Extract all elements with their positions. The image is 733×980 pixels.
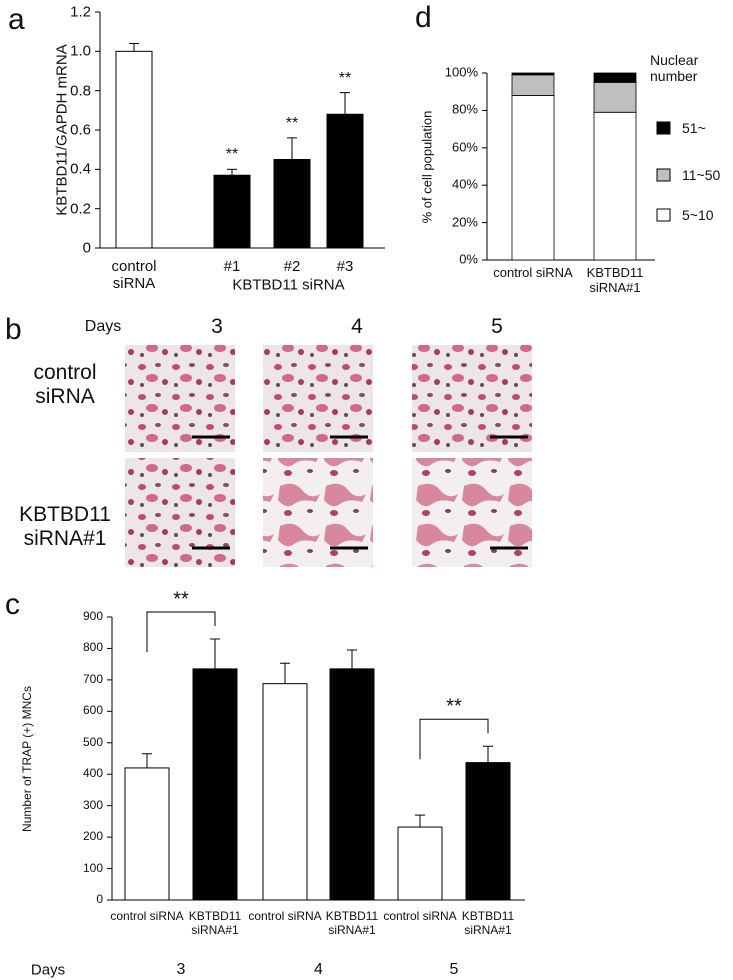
x-tick-label: KBTBD11 siRNA#1 [188,909,242,937]
scale-bars [192,435,528,550]
legend-swatch [656,121,671,135]
y-tick-label: 60% [451,139,478,155]
bar [213,174,251,249]
micrograph [263,458,373,567]
x-tick-label: #2 [283,258,301,275]
y-tick-label: 0.8 [70,82,91,100]
y-tick-label: 200 [82,829,103,844]
y-tick-label: 1.2 [70,3,91,21]
legend-label: 51~ [682,119,706,136]
significance: ** [338,69,352,87]
y-tick-label: 1.0 [70,42,91,60]
x-tick-label: #1 [223,258,241,275]
y-tick-label: 80% [451,101,478,117]
panel-letter: c [5,587,20,621]
panel-letter: d [415,0,432,34]
x-tick-label: control siRNA [111,258,157,293]
micrograph [412,345,532,452]
y-tick-label: 0 [96,892,103,907]
y-tick-label: 20% [451,214,478,230]
significance: ** [285,114,299,132]
x-tick-label: KBTBD11 siRNA#1 [586,265,644,295]
row-label: control siRNA [33,360,97,408]
bar-segment [511,95,555,261]
micrographs [125,345,532,567]
legend-swatch [656,208,671,222]
day-label: 5 [491,314,503,338]
legend-title: Nuclear number [650,52,699,85]
y-tick-label: 0.4 [70,160,91,178]
y-tick-label: 0 [82,239,91,257]
panel-letter: b [5,312,22,346]
bar [124,767,170,901]
bar-segment [593,111,637,261]
y-tick-label: 0.6 [70,121,91,139]
day-label: 4 [314,960,323,978]
micrograph [125,345,235,452]
y-axis-label: Number of TRAP (+) MNCs [20,685,35,832]
x-tick-label: control siRNA [248,909,322,923]
y-tick-label: 0% [459,251,478,267]
legend-label: 11~50 [682,166,721,183]
y-tick-label: 700 [82,671,103,686]
significance-bracket [419,718,489,760]
significance-bracket [146,611,216,653]
micrograph [263,345,373,452]
y-tick-label: 0.2 [70,200,91,218]
y-tick-label: 400 [82,766,103,781]
bar [326,113,364,249]
bar [329,668,375,901]
y-tick-label: 100% [444,64,478,80]
bar [397,826,443,901]
bar [465,762,511,901]
panel-letter: a [8,2,25,36]
y-tick-label: 40% [451,176,478,192]
bar [115,50,153,249]
legend-swatch [656,168,671,182]
day-label: 4 [351,314,363,338]
x-tick-label: control siRNA [110,909,184,923]
significance: ** [446,695,462,718]
y-tick-label: 100 [82,860,103,875]
group-label: KBTBD11 siRNA [232,276,345,294]
y-tick-label: 300 [82,797,103,812]
bar-segment [511,72,555,76]
day-label: 5 [449,960,459,978]
x-tick-label: KBTBD11 siRNA#1 [325,909,379,937]
day-label: 3 [176,960,186,978]
days-label: Days [84,317,122,335]
bar [273,159,311,249]
legend-label: 5~10 [682,206,714,223]
significance: ** [173,588,189,611]
bar [262,683,308,901]
micrograph [125,458,235,567]
days-label: Days [30,961,66,979]
x-tick-label: KBTBD11 siRNA#1 [461,909,515,937]
x-tick-label: control siRNA [383,909,457,923]
y-tick-label: 900 [82,609,103,624]
bar [192,668,238,901]
y-tick-label: 800 [82,640,103,655]
row-label: KBTBD11 siRNA#1 [19,502,111,550]
x-tick-label: control siRNA [493,265,573,280]
bar-segment [511,74,555,96]
bar-segment [593,81,637,113]
significance: ** [225,146,239,164]
y-axis-label: % of cell population [419,110,435,223]
bar-segment [593,72,637,83]
y-tick-label: 600 [82,703,103,718]
x-tick-label: #3 [336,258,354,275]
y-tick-label: 500 [82,734,103,749]
day-label: 3 [211,314,223,338]
y-axis-label: KBTBD11/GAPDH mRNA [53,44,71,216]
micrograph [412,458,532,567]
